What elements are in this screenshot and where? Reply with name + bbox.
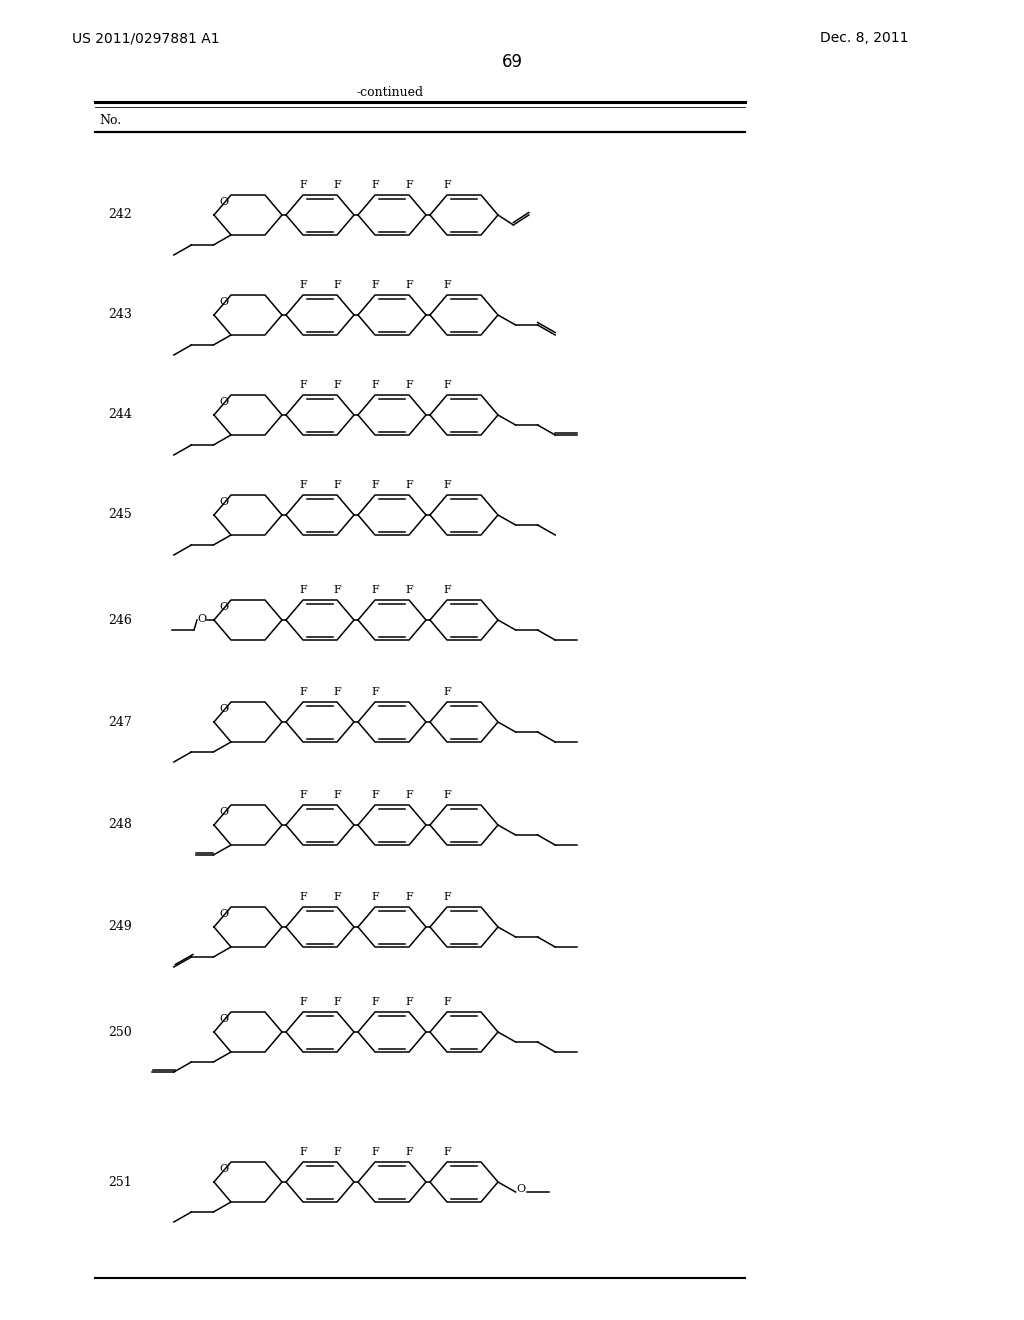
Text: F: F xyxy=(299,1147,307,1158)
Text: F: F xyxy=(371,789,379,800)
Text: F: F xyxy=(299,686,307,697)
Text: F: F xyxy=(371,180,379,190)
Text: F: F xyxy=(406,789,413,800)
Text: F: F xyxy=(333,280,341,290)
Text: F: F xyxy=(406,892,413,902)
Text: F: F xyxy=(443,1147,451,1158)
Text: F: F xyxy=(333,892,341,902)
Text: F: F xyxy=(333,480,341,490)
Text: F: F xyxy=(333,180,341,190)
Text: F: F xyxy=(299,789,307,800)
Text: 242: 242 xyxy=(108,209,132,222)
Text: 251: 251 xyxy=(108,1176,132,1188)
Text: O: O xyxy=(219,602,228,612)
Text: O: O xyxy=(219,397,228,407)
Text: 69: 69 xyxy=(502,53,522,71)
Text: O: O xyxy=(219,1164,228,1173)
Text: F: F xyxy=(371,480,379,490)
Text: O: O xyxy=(219,498,228,507)
Text: O: O xyxy=(219,909,228,919)
Text: O: O xyxy=(219,807,228,817)
Text: F: F xyxy=(371,997,379,1007)
Text: 243: 243 xyxy=(108,309,132,322)
Text: Dec. 8, 2011: Dec. 8, 2011 xyxy=(820,30,908,45)
Text: F: F xyxy=(333,686,341,697)
Text: F: F xyxy=(333,789,341,800)
Text: O: O xyxy=(219,197,228,207)
Text: F: F xyxy=(299,280,307,290)
Text: F: F xyxy=(406,997,413,1007)
Text: F: F xyxy=(443,180,451,190)
Text: 248: 248 xyxy=(108,818,132,832)
Text: F: F xyxy=(333,585,341,595)
Text: O: O xyxy=(219,704,228,714)
Text: F: F xyxy=(371,686,379,697)
Text: US 2011/0297881 A1: US 2011/0297881 A1 xyxy=(72,30,219,45)
Text: F: F xyxy=(371,280,379,290)
Text: F: F xyxy=(299,180,307,190)
Text: O: O xyxy=(198,614,207,624)
Text: F: F xyxy=(299,892,307,902)
Text: 246: 246 xyxy=(108,614,132,627)
Text: F: F xyxy=(443,789,451,800)
Text: F: F xyxy=(443,585,451,595)
Text: O: O xyxy=(516,1184,525,1195)
Text: F: F xyxy=(443,686,451,697)
Text: No.: No. xyxy=(99,114,121,127)
Text: F: F xyxy=(443,892,451,902)
Text: 245: 245 xyxy=(108,508,132,521)
Text: 244: 244 xyxy=(108,408,132,421)
Text: F: F xyxy=(333,1147,341,1158)
Text: 250: 250 xyxy=(108,1026,132,1039)
Text: -continued: -continued xyxy=(356,86,424,99)
Text: 249: 249 xyxy=(108,920,132,933)
Text: F: F xyxy=(406,380,413,389)
Text: F: F xyxy=(443,280,451,290)
Text: O: O xyxy=(219,297,228,308)
Text: O: O xyxy=(219,1014,228,1024)
Text: F: F xyxy=(406,480,413,490)
Text: F: F xyxy=(299,480,307,490)
Text: F: F xyxy=(333,380,341,389)
Text: F: F xyxy=(333,997,341,1007)
Text: F: F xyxy=(443,480,451,490)
Text: F: F xyxy=(371,585,379,595)
Text: F: F xyxy=(406,180,413,190)
Text: F: F xyxy=(371,892,379,902)
Text: F: F xyxy=(443,380,451,389)
Text: F: F xyxy=(406,280,413,290)
Text: F: F xyxy=(299,585,307,595)
Text: F: F xyxy=(371,1147,379,1158)
Text: F: F xyxy=(371,380,379,389)
Text: F: F xyxy=(406,1147,413,1158)
Text: 247: 247 xyxy=(108,715,132,729)
Text: F: F xyxy=(299,380,307,389)
Text: F: F xyxy=(406,585,413,595)
Text: F: F xyxy=(443,997,451,1007)
Text: F: F xyxy=(299,997,307,1007)
